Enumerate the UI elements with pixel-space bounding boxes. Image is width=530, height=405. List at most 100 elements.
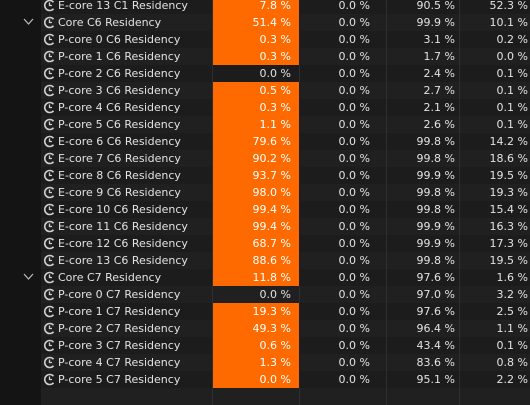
row-gutter — [0, 14, 41, 31]
current-value: 99.4 % — [213, 218, 300, 235]
row-gutter — [0, 133, 41, 150]
sensor-row[interactable]: P-core 1 C6 Residency 0.3 % 0.0 % 1.7 % 0.0 … — [0, 48, 530, 65]
min-value: 0.0 % — [300, 235, 387, 252]
sensor-icon — [44, 203, 55, 216]
sensor-row[interactable]: P-core 0 C7 Residency 0.0 % 0.0 % 97.0 % 3.2… — [0, 286, 530, 303]
sensor-row[interactable]: E-core 13 C1 Residency 7.8 % 0.0 % 90.5 % 52… — [0, 0, 530, 14]
min-value: 0.0 % — [300, 116, 387, 133]
sensor-icon — [44, 373, 55, 386]
sensor-icon — [44, 33, 55, 46]
row-gutter — [0, 184, 41, 201]
max-value: 97.6 % — [387, 303, 460, 320]
max-value: 2.6 % — [387, 116, 460, 133]
empty-cell — [460, 388, 530, 405]
sensor-label: E-core 10 C6 Residency — [41, 201, 213, 218]
group-row[interactable]: Core C6 Residency 51.4 % 0.0 % 99.9 % 10.1 % — [0, 14, 530, 31]
group-row[interactable]: Core C7 Residency 11.8 % 0.0 % 97.6 % 1.6 % — [0, 269, 530, 286]
sensor-icon — [44, 50, 55, 63]
row-gutter — [0, 31, 41, 48]
avg-value: 16.3 % — [489, 220, 528, 233]
max-value: 97.0 % — [387, 286, 460, 303]
avg-value: 0.8 % — [496, 356, 528, 369]
sensor-row[interactable]: E-core 8 C6 Residency 93.7 % 0.0 % 99.9 % 19… — [0, 167, 530, 184]
sensor-label: E-core 12 C6 Residency — [41, 235, 213, 252]
avg-value: 17.3 % — [489, 237, 528, 250]
current-value: 99.4 % — [213, 201, 300, 218]
sensor-row[interactable]: P-core 1 C7 Residency 19.3 % 0.0 % 97.6 % 2.… — [0, 303, 530, 320]
sensor-row[interactable]: E-core 11 C6 Residency 99.4 % 0.0 % 99.9 % 1… — [0, 218, 530, 235]
sensor-label: P-core 1 C6 Residency — [41, 48, 213, 65]
current-value: 0.0 % — [213, 371, 300, 388]
sensor-row[interactable]: P-core 0 C6 Residency 0.3 % 0.0 % 3.1 % 0.2 … — [0, 31, 530, 48]
sensor-row[interactable]: P-core 2 C7 Residency 49.3 % 0.0 % 96.4 % 1.… — [0, 320, 530, 337]
current-value: 68.7 % — [213, 235, 300, 252]
max-value: 2.1 % — [387, 99, 460, 116]
sensor-icon — [44, 0, 55, 12]
avg-value: 52.3 % — [489, 0, 528, 12]
sensor-icon — [44, 118, 55, 131]
sensor-label: P-core 1 C7 Residency — [41, 303, 213, 320]
sensor-label: E-core 9 C6 Residency — [41, 184, 213, 201]
current-value: 0.0 % — [213, 65, 300, 82]
sensor-label: P-core 2 C6 Residency — [41, 65, 213, 82]
sensor-row[interactable]: P-core 5 C7 Residency 0.0 % 0.0 % 95.1 % 2.2… — [0, 371, 530, 388]
current-value: 0.3 % — [213, 99, 300, 116]
sensor-row[interactable]: E-core 12 C6 Residency 68.7 % 0.0 % 99.9 % 1… — [0, 235, 530, 252]
sensor-icon — [44, 305, 55, 318]
sensor-row[interactable]: P-core 2 C6 Residency 0.0 % 0.0 % 2.4 % 0.1 … — [0, 65, 530, 82]
avg-value: 15.4 % — [489, 203, 528, 216]
max-value: 83.6 % — [387, 354, 460, 371]
min-value: 0.0 % — [300, 218, 387, 235]
sensor-icon — [44, 67, 55, 80]
current-value: 88.6 % — [213, 252, 300, 269]
row-gutter — [0, 388, 41, 405]
row-gutter — [0, 48, 41, 65]
sensor-icon — [44, 16, 55, 29]
sensor-row[interactable]: E-core 7 C6 Residency 90.2 % 0.0 % 99.8 % 18… — [0, 150, 530, 167]
sensor-row[interactable]: E-core 13 C6 Residency 88.6 % 0.0 % 99.8 % 1… — [0, 252, 530, 269]
row-gutter — [0, 150, 41, 167]
sensor-row[interactable]: P-core 3 C7 Residency 0.6 % 0.0 % 43.4 % 0.1… — [0, 337, 530, 354]
row-gutter — [0, 0, 41, 14]
current-value: 7.8 % — [213, 0, 300, 14]
avg-value: 2.5 % — [496, 305, 528, 318]
min-value: 0.0 % — [300, 133, 387, 150]
row-gutter — [0, 82, 41, 99]
current-value: 0.3 % — [213, 48, 300, 65]
sensor-row[interactable]: E-core 6 C6 Residency 79.6 % 0.0 % 99.8 % 14… — [0, 133, 530, 150]
sensor-icon — [44, 84, 55, 97]
avg-value: 0.0 % — [496, 50, 528, 63]
max-value: 2.4 % — [387, 65, 460, 82]
max-value: 99.8 % — [387, 184, 460, 201]
max-value: 99.9 % — [387, 235, 460, 252]
avg-value: 14.2 % — [489, 135, 528, 148]
current-value: 93.7 % — [213, 167, 300, 184]
sensor-row[interactable]: P-core 3 C6 Residency 0.5 % 0.0 % 2.7 % 0.1 … — [0, 82, 530, 99]
current-value: 1.3 % — [213, 354, 300, 371]
avg-value: 0.1 % — [496, 339, 528, 352]
max-value: 99.9 % — [387, 14, 460, 31]
avg-value: 2.2 % — [496, 373, 528, 386]
sensor-icon — [44, 169, 55, 182]
min-value: 0.0 % — [300, 167, 387, 184]
sensor-label: E-core 13 C1 Residency — [41, 0, 213, 14]
current-value: 98.0 % — [213, 184, 300, 201]
sensor-label: P-core 5 C7 Residency — [41, 371, 213, 388]
sensor-row[interactable]: E-core 9 C6 Residency 98.0 % 0.0 % 99.8 % 19… — [0, 184, 530, 201]
sensor-icon — [44, 271, 55, 284]
max-value: 99.8 % — [387, 252, 460, 269]
collapse-toggle[interactable] — [23, 273, 34, 281]
max-value: 99.9 % — [387, 218, 460, 235]
sensor-row[interactable]: E-core 10 C6 Residency 99.4 % 0.0 % 99.8 % 1… — [0, 201, 530, 218]
min-value: 0.0 % — [300, 150, 387, 167]
max-value: 99.8 % — [387, 201, 460, 218]
sensor-label: P-core 4 C7 Residency — [41, 354, 213, 371]
collapse-toggle[interactable] — [23, 18, 34, 26]
current-value: 49.3 % — [213, 320, 300, 337]
sensor-row[interactable]: P-core 4 C7 Residency 1.3 % 0.0 % 83.6 % 0.8… — [0, 354, 530, 371]
row-gutter — [0, 235, 41, 252]
sensor-icon — [44, 322, 55, 335]
sensor-row[interactable]: P-core 5 C6 Residency 1.1 % 0.0 % 2.6 % 0.1 … — [0, 116, 530, 133]
sensor-row[interactable]: P-core 4 C6 Residency 0.3 % 0.0 % 2.1 % 0.1 … — [0, 99, 530, 116]
